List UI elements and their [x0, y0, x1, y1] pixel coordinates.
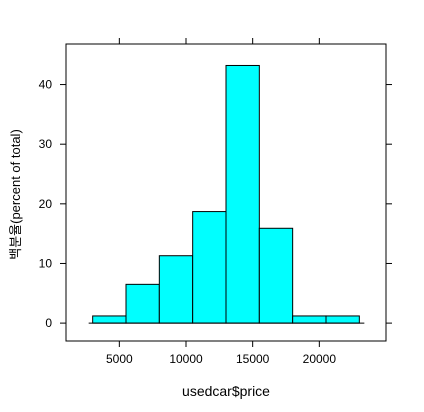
- y-tick-label-20: 20: [39, 197, 53, 211]
- tick-labels-layer: 5000 10000 15000 20000 0 10 20 30 40: [39, 78, 337, 366]
- histogram-bar-4: [192, 211, 227, 324]
- x-tick-label-5000: 5000: [106, 352, 133, 366]
- y-tick-label-40: 40: [39, 78, 53, 92]
- y-tick-label-10: 10: [39, 256, 53, 270]
- histogram-bar-6: [258, 227, 294, 324]
- plot-frame: [65, 43, 387, 342]
- y-tick-label-30: 30: [39, 137, 53, 151]
- histogram-bar-8: [325, 315, 360, 324]
- x-axis-title: usedcar$price: [182, 383, 270, 399]
- ticks-layer: [60, 38, 392, 347]
- histogram-bar-5: [225, 64, 260, 324]
- x-tick-label-15000: 15000: [236, 352, 270, 366]
- bars-layer: [92, 64, 360, 324]
- x-tick-label-20000: 20000: [303, 352, 337, 366]
- histogram-bar-3: [158, 255, 194, 324]
- histogram-bar-1: [92, 315, 127, 324]
- y-axis-title: 백분율(percent of total): [8, 129, 23, 260]
- histogram-bar-2: [125, 283, 160, 324]
- histogram-bar-7: [292, 315, 327, 324]
- y-tick-label-0: 0: [45, 316, 52, 330]
- x-tick-label-10000: 10000: [169, 352, 203, 366]
